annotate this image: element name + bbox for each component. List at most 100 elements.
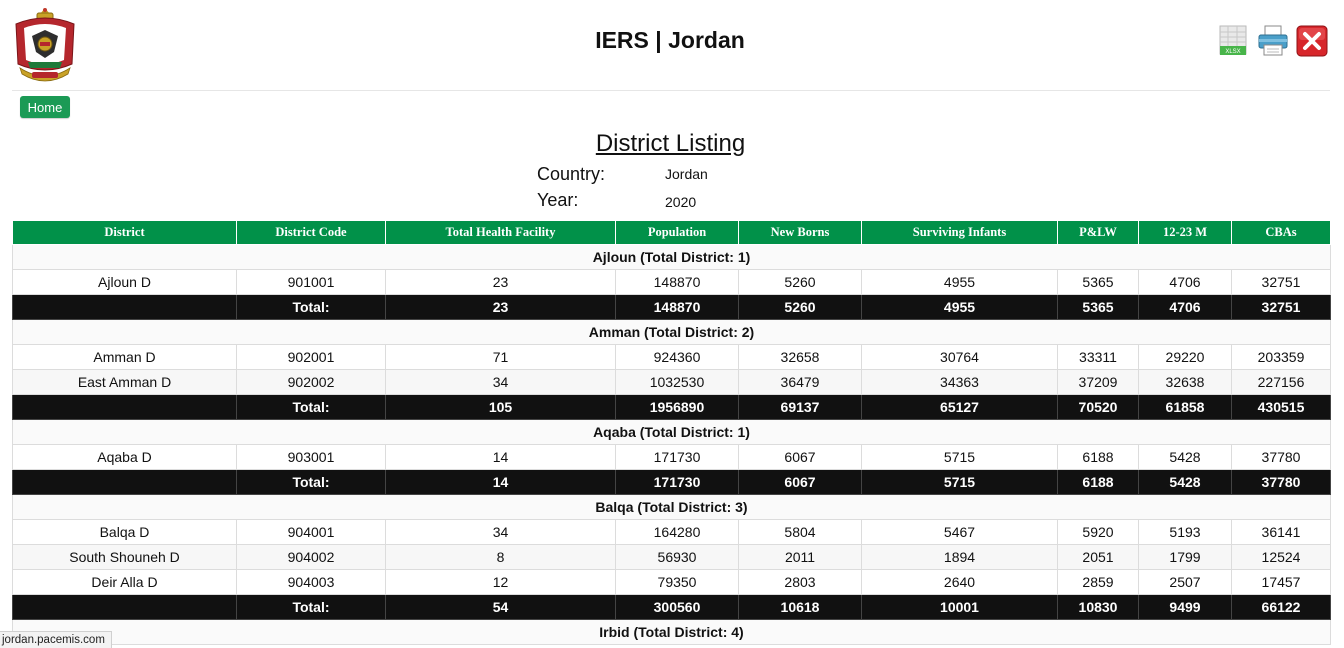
total-surviving-infants: 4955: [861, 294, 1058, 320]
cell-population: 148870: [615, 269, 739, 295]
cell-total-health-facility: 34: [385, 519, 616, 545]
table-body: Ajloun (Total District: 1) Ajloun D 901001…: [12, 244, 1331, 645]
total-new-borns: 6067: [738, 469, 862, 495]
cell-district-code: 902002: [236, 369, 386, 395]
total-population: 171730: [615, 469, 739, 495]
district-table: District District Code Total Health Facili…: [12, 220, 1331, 645]
total-total-health-facility: 23: [385, 294, 616, 320]
total-row-blank: [12, 394, 237, 420]
cell-surviving-infants: 4955: [861, 269, 1058, 295]
total-total-health-facility: 14: [385, 469, 616, 495]
status-bar-url: jordan.pacemis.com: [0, 631, 112, 648]
close-icon[interactable]: [1296, 25, 1328, 59]
total-total-health-facility: 105: [385, 394, 616, 420]
report-title: District Listing: [595, 130, 746, 157]
cell-12-23-m: 32638: [1138, 369, 1232, 395]
total-label: Total:: [236, 394, 386, 420]
total-row: Total: 23 148870 5260 4955 5365 4706 32751: [12, 294, 1331, 320]
cell-district-code: 904003: [236, 569, 386, 595]
cell-population: 164280: [615, 519, 739, 545]
cell-district-code: 904002: [236, 544, 386, 570]
table-row: South Shouneh D 904002 8 56930 2011 1894 2051 1…: [12, 544, 1331, 570]
group-header-row: Aqaba (Total District: 1): [12, 419, 1331, 445]
cell-cbas: 12524: [1231, 544, 1331, 570]
group-title: Amman (Total District: 2): [12, 319, 1331, 345]
total-population: 148870: [615, 294, 739, 320]
cell-surviving-infants: 30764: [861, 344, 1058, 370]
cell-population: 79350: [615, 569, 739, 595]
cell-plw: 5365: [1057, 269, 1139, 295]
cell-population: 924360: [615, 344, 739, 370]
group-header-row: Amman (Total District: 2): [12, 319, 1331, 345]
table-row: Deir Alla D 904003 12 79350 2803 2640 2859 2507…: [12, 569, 1331, 595]
total-row-blank: [12, 469, 237, 495]
group-header-row: Ajloun (Total District: 1): [12, 244, 1331, 270]
total-row-blank: [12, 594, 237, 620]
cell-plw: 33311: [1057, 344, 1139, 370]
cell-population: 56930: [615, 544, 739, 570]
total-label: Total:: [236, 594, 386, 620]
total-new-borns: 69137: [738, 394, 862, 420]
cell-cbas: 17457: [1231, 569, 1331, 595]
total-label: Total:: [236, 469, 386, 495]
total-row: Total: 54 300560 10618 10001 10830 9499 66122: [12, 594, 1331, 620]
cell-plw: 2051: [1057, 544, 1139, 570]
total-new-borns: 5260: [738, 294, 862, 320]
cell-district-code: 902001: [236, 344, 386, 370]
cell-plw: 37209: [1057, 369, 1139, 395]
cell-total-health-facility: 14: [385, 444, 616, 470]
total-total-health-facility: 54: [385, 594, 616, 620]
header-divider: [12, 90, 1330, 91]
table-row: Aqaba D 903001 14 171730 6067 5715 6188 5428 377…: [12, 444, 1331, 470]
cell-total-health-facility: 8: [385, 544, 616, 570]
cell-district: South Shouneh D: [12, 544, 237, 570]
cell-district: Aqaba D: [12, 444, 237, 470]
xlsx-export-icon[interactable]: XLSX: [1218, 24, 1250, 58]
cell-12-23-m: 2507: [1138, 569, 1232, 595]
column-header-surviving-infants: Surviving Infants: [861, 220, 1058, 245]
cell-surviving-infants: 5715: [861, 444, 1058, 470]
cell-surviving-infants: 34363: [861, 369, 1058, 395]
total-12-23-m: 5428: [1138, 469, 1232, 495]
total-population: 1956890: [615, 394, 739, 420]
cell-cbas: 36141: [1231, 519, 1331, 545]
cell-12-23-m: 1799: [1138, 544, 1232, 570]
cell-district-code: 904001: [236, 519, 386, 545]
cell-new-borns: 2011: [738, 544, 862, 570]
column-header-district: District: [12, 220, 237, 245]
total-cbas: 66122: [1231, 594, 1331, 620]
total-row: Total: 105 1956890 69137 65127 70520 61858 4305…: [12, 394, 1331, 420]
total-cbas: 430515: [1231, 394, 1331, 420]
total-plw: 10830: [1057, 594, 1139, 620]
cell-new-borns: 32658: [738, 344, 862, 370]
cell-district: East Amman D: [12, 369, 237, 395]
table-row: Ajloun D 901001 23 148870 5260 4955 5365 4706 32…: [12, 269, 1331, 295]
app-title: IERS | Jordan: [595, 27, 745, 53]
cell-plw: 5920: [1057, 519, 1139, 545]
cell-district-code: 901001: [236, 269, 386, 295]
printer-icon[interactable]: [1257, 24, 1289, 58]
cell-district: Deir Alla D: [12, 569, 237, 595]
cell-district: Balqa D: [12, 519, 237, 545]
total-cbas: 32751: [1231, 294, 1331, 320]
table-header-row: District District Code Total Health Facili…: [12, 220, 1331, 245]
total-12-23-m: 61858: [1138, 394, 1232, 420]
cell-new-borns: 2803: [738, 569, 862, 595]
total-surviving-infants: 10001: [861, 594, 1058, 620]
total-cbas: 37780: [1231, 469, 1331, 495]
cell-surviving-infants: 2640: [861, 569, 1058, 595]
cell-12-23-m: 5428: [1138, 444, 1232, 470]
cell-total-health-facility: 12: [385, 569, 616, 595]
total-12-23-m: 4706: [1138, 294, 1232, 320]
total-surviving-infants: 65127: [861, 394, 1058, 420]
cell-new-borns: 6067: [738, 444, 862, 470]
total-plw: 6188: [1057, 469, 1139, 495]
column-header-total-health-facility: Total Health Facility: [385, 220, 616, 245]
cell-cbas: 203359: [1231, 344, 1331, 370]
cell-cbas: 37780: [1231, 444, 1331, 470]
cell-population: 171730: [615, 444, 739, 470]
home-button[interactable]: Home: [20, 96, 70, 118]
cell-plw: 6188: [1057, 444, 1139, 470]
cell-new-borns: 5804: [738, 519, 862, 545]
cell-cbas: 227156: [1231, 369, 1331, 395]
